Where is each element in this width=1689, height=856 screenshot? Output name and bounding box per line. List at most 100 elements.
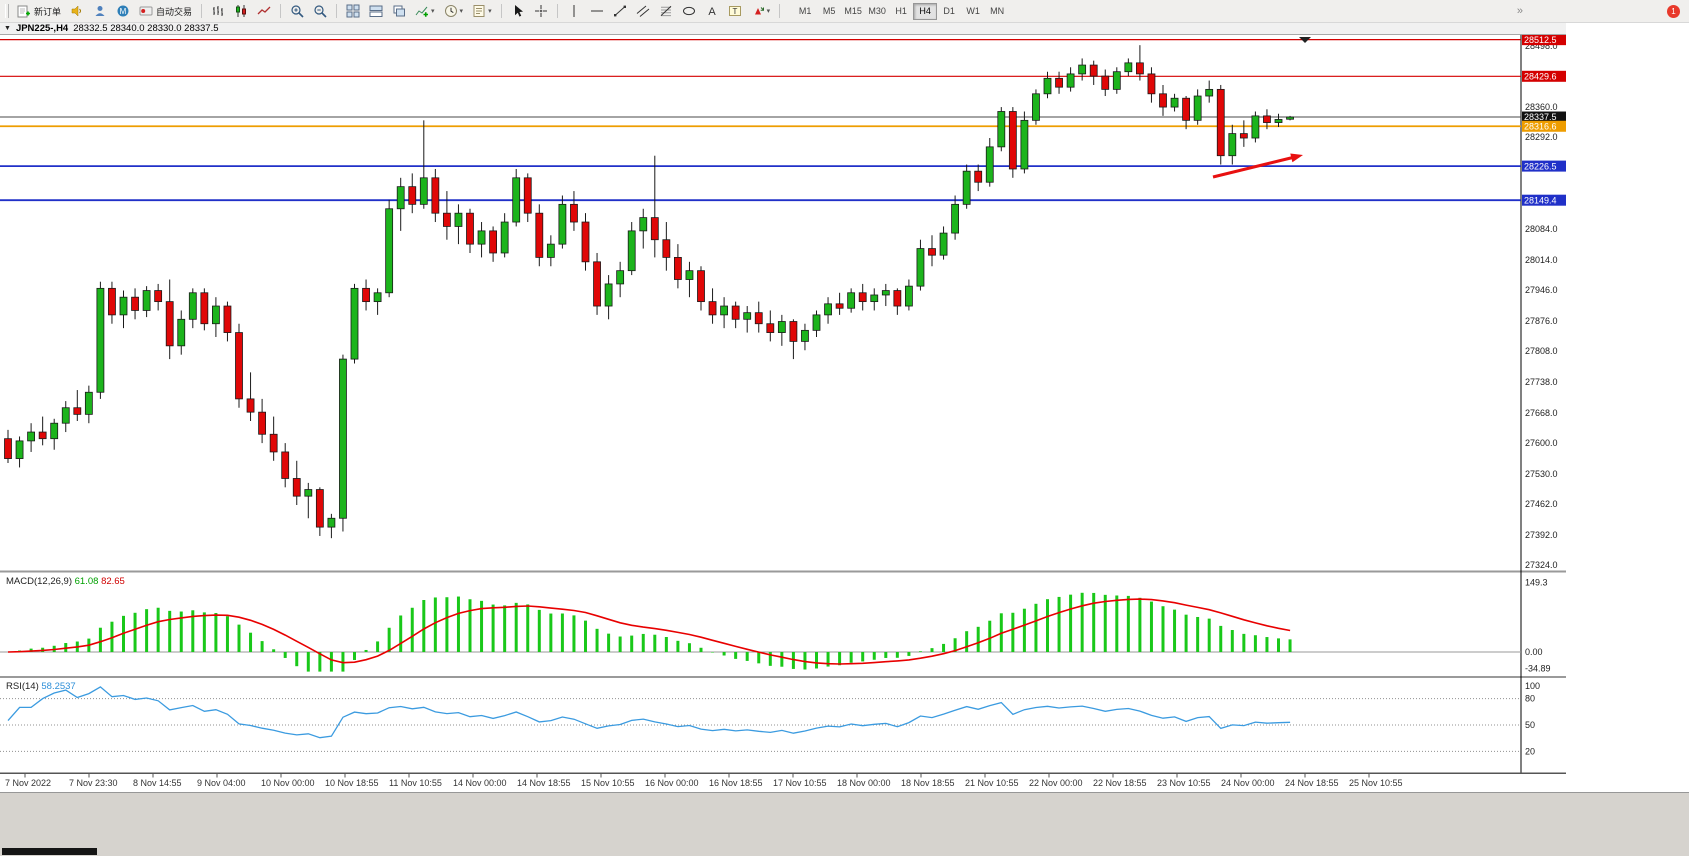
candle <box>154 290 163 303</box>
time-axis-label: 16 Nov 00:00 <box>645 778 699 788</box>
candle <box>211 305 220 325</box>
candle <box>720 305 728 316</box>
price-badge <box>1522 111 1566 123</box>
timeframe-button-M1[interactable]: M1 <box>798 6 812 16</box>
timeframe-button-D1[interactable]: D1 <box>943 6 955 16</box>
price-chart-canvas[interactable]: 28498.0 28360.0 28292.0 28084.0 28014.0 27946… <box>0 23 1566 792</box>
toolbar-button-text-label[interactable]: T <box>724 2 746 20</box>
horizontal-scrollbar-thumb[interactable] <box>2 848 97 855</box>
candle <box>408 186 417 205</box>
candle <box>142 290 151 311</box>
toolbar-button-indicators[interactable]: ▾ <box>411 2 439 20</box>
candle <box>731 305 740 320</box>
candle <box>1066 73 1075 88</box>
toolbar-button-text[interactable]: A <box>701 2 723 20</box>
chart-menu-icon[interactable]: ▼ <box>4 25 11 32</box>
toolbar-button-bar-chart[interactable] <box>207 2 229 20</box>
timeframe-button-W1[interactable]: W1 <box>966 6 980 16</box>
candle <box>1089 64 1098 77</box>
toolbar-button-cursor[interactable] <box>507 2 529 20</box>
candle <box>974 170 983 183</box>
rsi-indicator-label: RSI(14) 58.2537 <box>6 681 76 692</box>
time-axis-label: 24 Nov 18:55 <box>1285 778 1339 788</box>
candle <box>396 186 405 210</box>
toolbar-button-equidistant-channel[interactable] <box>632 2 654 20</box>
candle <box>27 431 36 442</box>
toolbar-button-periods[interactable]: ▾ <box>440 2 468 20</box>
candle <box>38 431 47 440</box>
svg-text:A: A <box>708 6 716 18</box>
candle <box>50 422 59 440</box>
price-badge-label: 28316.6 <box>1524 121 1557 131</box>
main-toolbar: 新订单 M 自动交易 ▾ ▾ ▾ A T ▾ M1 M5 M15 M30 H1 H4 D1 W1 MN » 1 <box>0 0 1689 23</box>
price-badge-label: 28149.4 <box>1524 195 1557 205</box>
toolbar-button-tile-windows[interactable] <box>342 2 364 20</box>
toolbar-button-trendline[interactable] <box>609 2 631 20</box>
toolbar-button-new-order[interactable]: 新订单 <box>13 2 65 20</box>
candle <box>1228 133 1237 157</box>
toolbar-button-line-chart[interactable] <box>253 2 275 20</box>
toolbar-button-zoom-out[interactable] <box>309 2 331 20</box>
candle <box>662 239 671 258</box>
horizontal-level-lines <box>0 39 1521 202</box>
candle <box>1055 77 1063 88</box>
toolbar-button-arrows[interactable]: ▾ <box>747 2 775 20</box>
time-axis-label: 25 Nov 10:55 <box>1349 778 1403 788</box>
candle <box>962 170 971 205</box>
chart-shift-marker[interactable] <box>1299 37 1311 43</box>
candle <box>1032 93 1040 121</box>
time-axis-border <box>0 772 1566 774</box>
candle <box>4 438 12 459</box>
trend-arrow-head[interactable] <box>1290 153 1303 163</box>
toolbar-button-autotrading[interactable]: 自动交易 <box>135 2 196 20</box>
candle <box>812 314 821 331</box>
timeframe-button-H4[interactable]: H4 <box>913 2 938 20</box>
candle <box>847 292 856 309</box>
rsi-line <box>7 686 1291 739</box>
panel-separator[interactable] <box>0 676 1566 678</box>
trend-arrow-line[interactable] <box>1212 155 1294 179</box>
timeframe-button-MN[interactable]: MN <box>990 6 1005 16</box>
candle <box>327 517 336 528</box>
dropdown-caret-icon: ▾ <box>488 8 492 15</box>
timeframe-button-H1[interactable]: H1 <box>895 6 907 16</box>
toolbar-button-templates[interactable]: ▾ <box>468 2 496 20</box>
price-axis-label: 27738.0 <box>1525 377 1558 387</box>
candle <box>627 230 636 272</box>
toolbar-button-community[interactable]: M <box>112 2 134 20</box>
toolbar-button-auto-arrange[interactable] <box>365 2 387 20</box>
candle <box>15 440 24 459</box>
panel-separator[interactable] <box>0 570 1566 573</box>
candle <box>350 287 359 360</box>
toolbar-button-sound[interactable] <box>66 2 88 20</box>
toolbar-overflow-icon[interactable]: » <box>1516 5 1523 17</box>
toolbar-separator <box>336 4 338 18</box>
text-icon: A <box>705 4 719 18</box>
toolbar-button-cascade-windows[interactable] <box>388 2 410 20</box>
new-order-icon <box>17 4 31 18</box>
notification-icon[interactable]: 1 <box>1667 4 1680 18</box>
toolbar-button-vertical-line[interactable] <box>563 2 585 20</box>
toolbar-button-candlestick-chart[interactable] <box>230 2 252 20</box>
candle <box>1112 71 1121 90</box>
toolbar-button-zoom-in[interactable] <box>286 2 308 20</box>
timeframe-button-M5[interactable]: M5 <box>822 6 836 16</box>
toolbar-button-fibonacci-retracement[interactable] <box>655 2 677 20</box>
toolbar-button-profile[interactable] <box>89 2 111 20</box>
toolbar-button-horizontal-line[interactable] <box>586 2 608 20</box>
candle <box>188 292 197 320</box>
toolbar-separator <box>556 4 558 18</box>
candle <box>315 489 324 528</box>
toolbar-separator <box>779 4 781 18</box>
time-axis-label: 15 Nov 10:55 <box>581 778 635 788</box>
candle <box>373 292 382 303</box>
price-badge <box>1522 70 1566 82</box>
timeframe-button-M15[interactable]: M15 <box>844 6 862 16</box>
timeframe-button-M30[interactable]: M30 <box>868 6 886 16</box>
toolbar-button-shapes[interactable] <box>678 2 700 20</box>
dropdown-caret-icon: ▾ <box>766 8 771 15</box>
toolbar-grip[interactable] <box>5 4 9 18</box>
candle <box>743 312 752 320</box>
candle <box>939 232 948 256</box>
toolbar-button-crosshair[interactable] <box>530 2 552 20</box>
